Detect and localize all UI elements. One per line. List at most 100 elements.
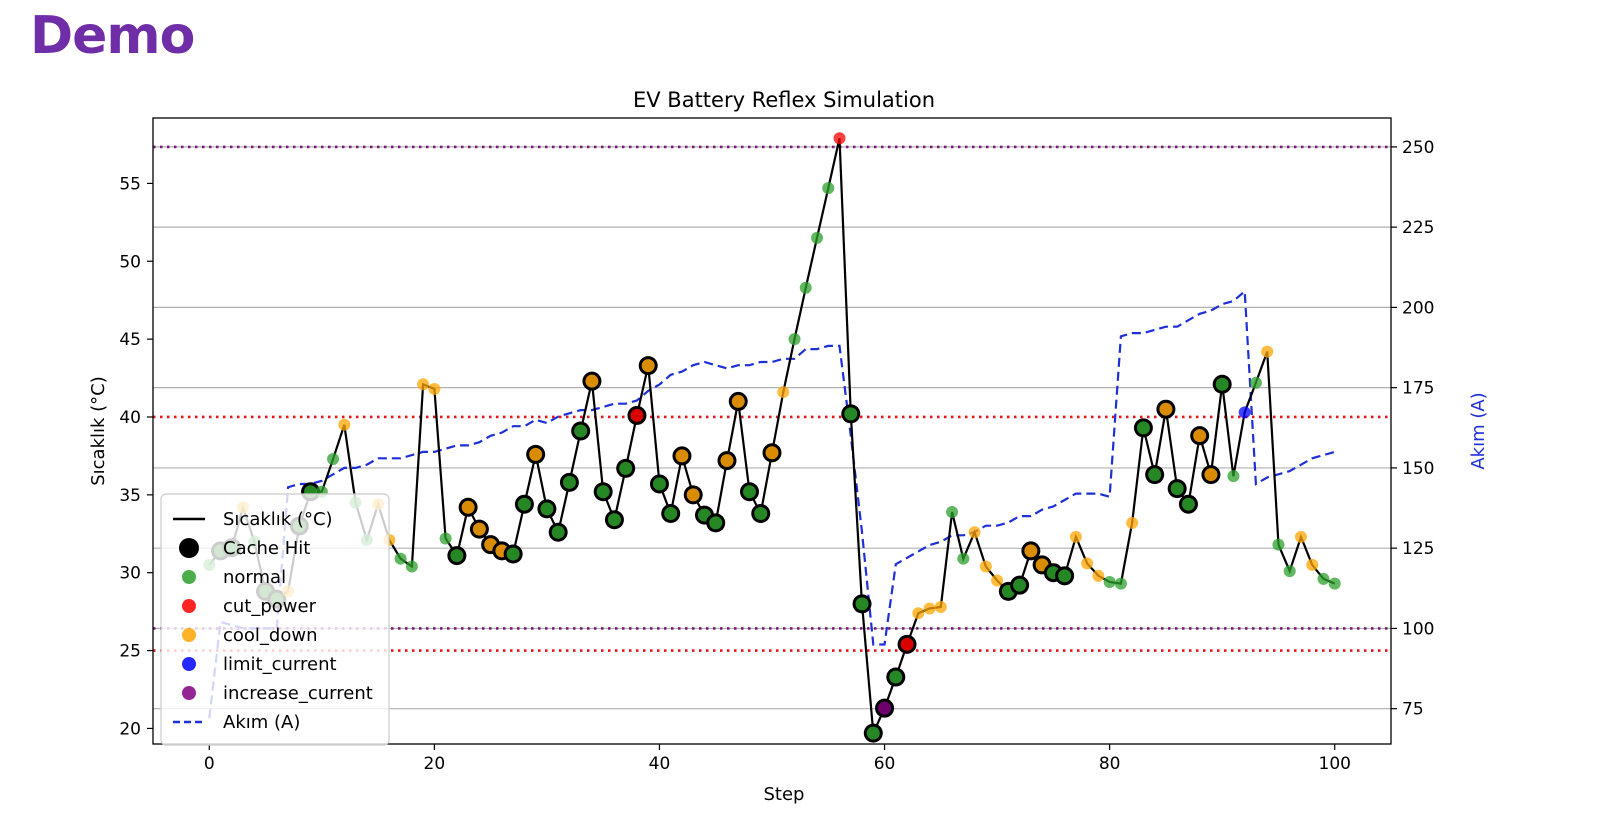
normal-point [1114,577,1127,590]
chart-title: EV Battery Reflex Simulation [633,88,935,112]
cool-down-point [338,418,351,431]
cache-hit-category-fill [1204,468,1218,482]
cache-hit-category-fill [641,359,655,373]
cache-hit-category-fill [664,507,678,521]
cache-hit-category-fill [889,670,903,684]
brand-logo: Demo [30,6,195,66]
cache-hit-category-fill [1136,421,1150,435]
cache-hit-category-fill [686,488,700,502]
cache-hit-category-fill [540,502,554,516]
cache-hit-category-fill [652,477,666,491]
normal-point [799,281,812,294]
normal-point [1328,577,1341,590]
y2-axis-label: Akım (A) [1468,392,1489,469]
cool-down-point [428,382,441,395]
normal-point [788,333,801,346]
normal-point [405,560,418,573]
cache-hit-category-fill [878,701,892,715]
cache-hit-category-fill [855,597,869,611]
plot-frame [152,117,1392,745]
y-tick-label: 20 [119,719,141,739]
cool-down-point [991,574,1004,587]
current-series-line [208,289,1336,719]
cool-down-point [934,600,947,613]
x-axis-label: Step [764,784,805,805]
legend-dot-swatch [182,686,196,700]
cache-hit-category-fill [1215,377,1229,391]
cool-down-point [1306,558,1319,571]
cache-hit-category-fill [742,485,756,499]
x-tick-label: 20 [424,754,446,774]
cool-down-point [1092,569,1105,582]
cache-hit-category-fill [562,475,576,489]
legend-label: increase_current [223,683,373,704]
cache-hit-category-fill [630,408,644,422]
cache-hit-category-fill [596,485,610,499]
cache-hit-category-fill [1024,544,1038,558]
y2-tick-label: 225 [1402,218,1434,238]
normal-point [822,182,835,195]
cool-down-point [1261,345,1274,358]
normal-point [1283,565,1296,578]
legend-label: limit_current [223,654,337,675]
cool-down-point [1294,530,1307,543]
cool-down-point [1081,557,1094,570]
legend-box [160,493,390,746]
cache-hit-category-fill [529,447,543,461]
limit-current-point [1238,406,1251,419]
normal-point [811,231,824,244]
cache-hit-category-fill [1181,497,1195,511]
y-axis-label: Sıcaklık (°C) [88,376,109,486]
y-tick-label: 50 [119,252,141,272]
y-tick-label: 45 [119,330,141,350]
cache-hit-category-fill [619,461,633,475]
cache-hit-category-fill [1170,482,1184,496]
normal-point [1272,538,1285,551]
x-tick-label: 60 [874,754,896,774]
normal-point [1249,376,1262,389]
legend-dot-swatch [182,599,196,613]
legend-dot-swatch [182,657,196,671]
x-tick-label: 100 [1319,754,1351,774]
cool-down-point [417,378,430,391]
cache-hit-category-fill [574,424,588,438]
legend-label: Sıcaklık (°C) [223,509,333,530]
cache-hit-category-fill [844,407,858,421]
cool-down-point [1069,530,1082,543]
cache-hit-category-fill [585,374,599,388]
cache-hit-category-fill [900,637,914,651]
y-tick-label: 30 [119,564,141,584]
x-tick-label: 0 [204,754,215,774]
cache-hit-category-fill [709,516,723,530]
y2-tick-label: 125 [1402,539,1434,559]
cache-hit-category-fill [607,513,621,527]
normal-point [394,552,407,565]
cool-down-point [923,602,936,615]
y2-tick-label: 150 [1402,459,1434,479]
cache-hit-category-fill [731,394,745,408]
y2-tick-label: 250 [1402,138,1434,158]
y-tick-label: 40 [119,408,141,428]
legend-label: normal [223,567,286,588]
normal-point [946,505,959,518]
cool-down-point [1126,516,1139,529]
y-tick-label: 25 [119,642,141,662]
y2-tick-label: 100 [1402,619,1434,639]
legend-dot-swatch [182,628,196,642]
legend-label: cool_down [223,625,318,646]
cool-down-point [912,607,925,620]
cache-hit-category-fill [1058,569,1072,583]
legend-dot-swatch [182,570,196,584]
cut-power-point [833,132,846,145]
cache-hit-category-fill [765,446,779,460]
cache-hit-category-fill [506,547,520,561]
cache-hit-category-fill [720,454,734,468]
y-tick-label: 55 [119,174,141,194]
cache-hit-category-fill [866,726,880,740]
cache-hit-category-fill [1159,402,1173,416]
normal-point [1317,572,1330,585]
y2-tick-label: 200 [1402,298,1434,318]
cache-hit-category-fill [517,497,531,511]
legend-label: cut_power [223,596,317,617]
